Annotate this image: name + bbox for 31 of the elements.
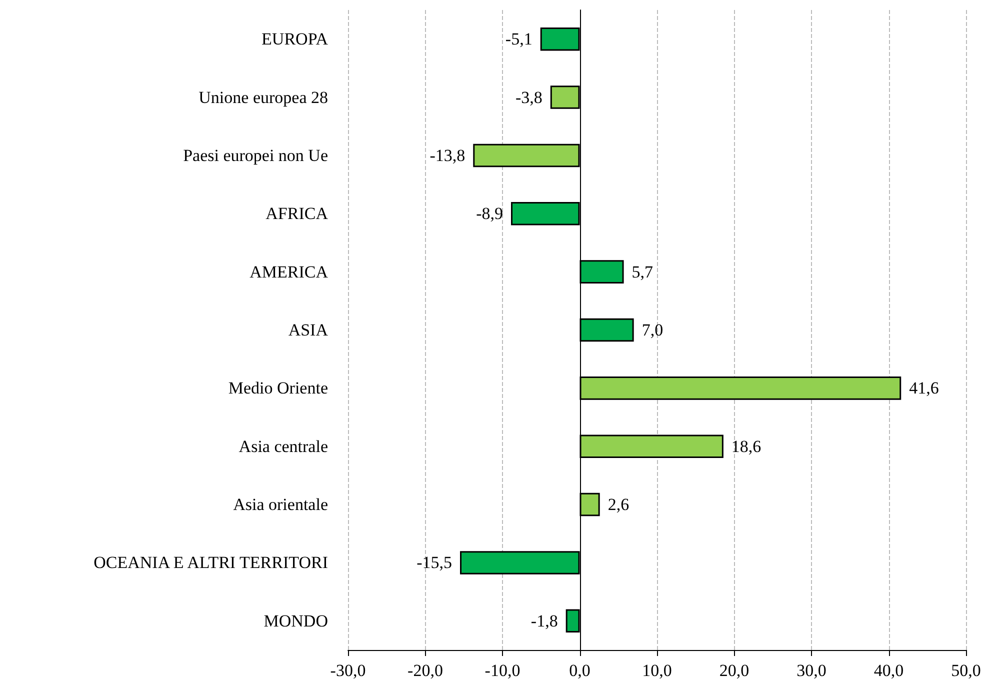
data-label: 2,6 [608,495,630,514]
y-tick-label: Medio Oriente [228,378,328,398]
x-tick-label: 40,0 [874,661,904,680]
x-tick-label: 20,0 [719,661,750,680]
y-tick-label: Unione europea 28 [198,88,328,107]
data-label: 41,6 [909,378,939,398]
y-tick-label: MONDO [264,611,328,630]
x-tick-label: -20,0 [408,661,443,680]
data-label: -1,8 [530,611,558,630]
data-label: -5,1 [505,30,532,49]
y-tick-label: EUROPA [262,30,329,49]
data-label: -8,9 [476,204,503,224]
data-label: -15,5 [416,553,452,572]
x-tick-label: 30,0 [796,661,826,680]
y-tick-label: OCEANIA E ALTRI TERRITORI [94,553,328,572]
x-tick-label: -30,0 [330,661,366,680]
data-label: 18,6 [731,436,762,456]
y-tick-label: Paesi europei non Ue [183,146,328,165]
y-tick-label: Asia orientale [233,495,328,514]
x-tick-label: 10,0 [642,661,672,680]
data-label: -3,8 [515,88,542,107]
x-tick-label: -10,0 [484,661,520,680]
y-tick-label: Asia centrale [238,436,328,456]
data-label: 7,0 [642,320,664,340]
x-tick-label: 0,0 [569,661,590,680]
x-tick-label: 50,0 [951,661,981,680]
y-tick-label: AFRICA [266,204,329,224]
data-label: 5,7 [632,262,654,282]
y-tick-label: ASIA [288,320,329,340]
y-tick-label: AMERICA [250,262,329,282]
data-label: -13,8 [430,146,466,165]
